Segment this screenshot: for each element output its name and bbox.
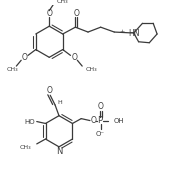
Text: O: O [98,102,104,111]
Text: CH₃: CH₃ [86,67,98,71]
Text: N: N [56,147,62,156]
Text: CH₃: CH₃ [19,145,31,150]
Text: O: O [21,53,27,62]
Text: H: H [58,100,62,105]
Text: HN: HN [128,30,139,39]
Text: O: O [46,86,52,95]
Text: O: O [90,116,96,125]
Text: O: O [46,9,52,18]
Text: OH: OH [113,118,124,124]
Text: O⁻: O⁻ [96,131,105,137]
Text: P: P [97,116,102,125]
Text: O: O [71,53,77,62]
Text: CH₃: CH₃ [7,67,18,73]
Text: O: O [74,9,79,18]
Text: HO: HO [25,118,35,125]
Text: +: + [119,29,125,34]
Text: CH₃: CH₃ [57,0,69,4]
